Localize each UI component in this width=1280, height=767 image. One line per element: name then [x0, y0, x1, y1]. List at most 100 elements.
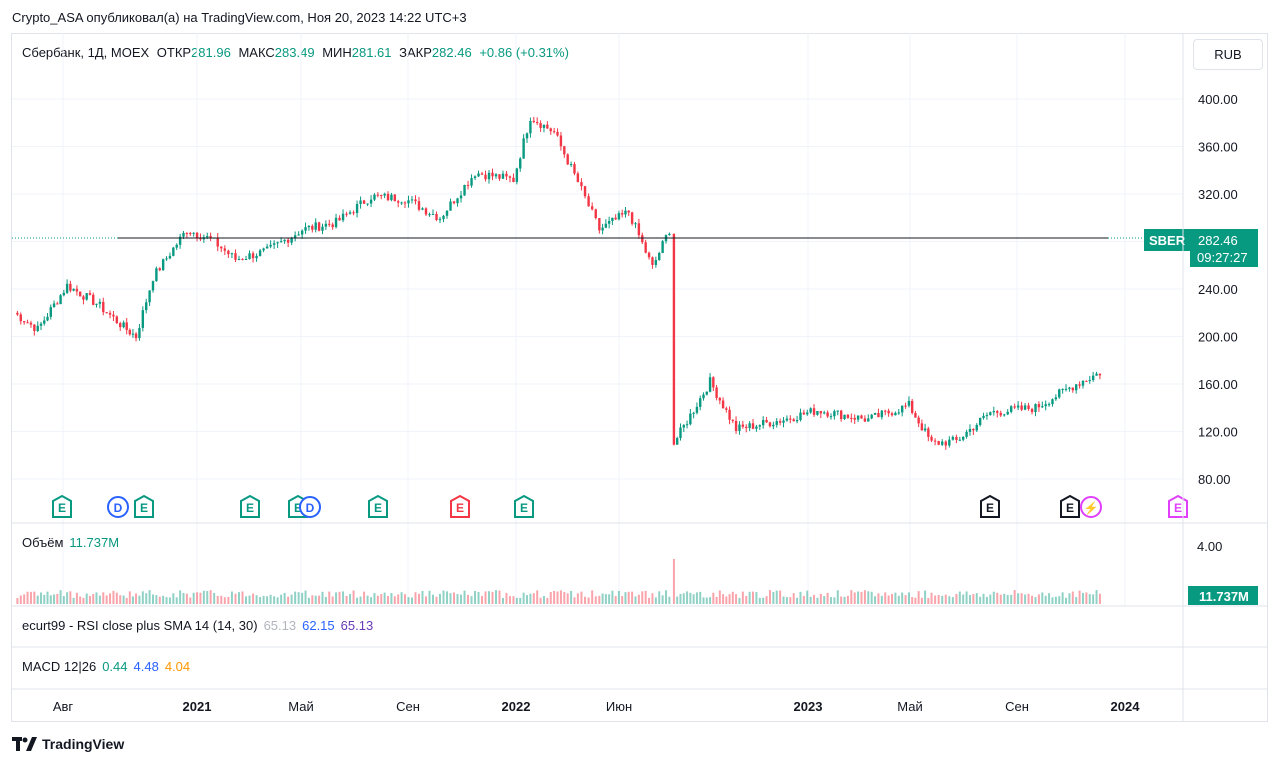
volume-bar — [168, 597, 171, 604]
currency-button[interactable]: RUB — [1193, 39, 1263, 70]
volume-bar — [911, 597, 914, 604]
volume-bar — [608, 594, 611, 604]
volume-bar — [553, 590, 556, 604]
dividend-marker-icon[interactable]: D — [107, 496, 129, 518]
candle-body — [624, 210, 627, 215]
earnings-marker-icon[interactable]: E — [52, 494, 72, 518]
volume-bar — [1017, 593, 1020, 604]
candle-body — [843, 414, 846, 420]
volume-bar — [202, 590, 205, 604]
candle-body — [244, 259, 248, 261]
close-value: 282.46 — [431, 45, 472, 60]
candle-body — [508, 176, 512, 178]
volume-bar — [283, 592, 286, 604]
candle-body — [1064, 388, 1068, 390]
candle-body — [122, 322, 125, 328]
volume-bar — [128, 591, 131, 604]
candle-body — [1078, 384, 1081, 386]
rsi-label[interactable]: ecurt99 - RSI close plus SMA 14 (14, 30) — [22, 618, 258, 633]
volume-bar — [611, 590, 614, 604]
volume-bar — [741, 591, 744, 604]
price-tick-label: 240.00 — [1198, 282, 1238, 297]
volume-bar — [823, 596, 826, 604]
candle-body — [741, 424, 745, 427]
candle-body — [46, 316, 49, 321]
candle-body — [658, 252, 661, 261]
candle-body — [904, 405, 907, 407]
candle-body — [738, 424, 741, 431]
candle-body — [279, 241, 283, 243]
dividend-marker-icon[interactable]: D — [299, 496, 321, 518]
symbol-name[interactable]: Сбербанк, 1Д, MOEX — [22, 45, 150, 60]
volume-bar — [665, 590, 668, 604]
candle-body — [620, 213, 624, 215]
volume-bar — [151, 594, 154, 604]
low-label: МИН — [322, 45, 352, 60]
candle-body — [255, 255, 258, 259]
volume-bar — [573, 597, 576, 604]
candle-body — [1037, 404, 1041, 408]
candle-body — [634, 223, 637, 225]
earnings-marker-icon[interactable]: E — [1168, 494, 1188, 518]
volume-bar — [467, 594, 470, 604]
candle-body — [532, 120, 535, 122]
earnings-marker-icon[interactable]: E — [980, 494, 1000, 518]
volume-bar — [43, 594, 46, 604]
macd-label[interactable]: MACD 12|26 — [22, 659, 97, 674]
volume-bar — [897, 595, 900, 604]
volume-bar — [809, 596, 812, 604]
volume-bar — [262, 595, 265, 604]
candle-body — [614, 217, 617, 220]
volume-bar — [985, 596, 988, 604]
candle-body — [383, 193, 386, 196]
candle-body — [519, 158, 522, 169]
volume-bar — [989, 594, 992, 604]
volume-bar — [1081, 592, 1084, 604]
candle-body — [978, 417, 982, 425]
price-axis[interactable]: 400.00360.00320.00280.00240.00200.00160.… — [1198, 92, 1238, 487]
volume-bar — [539, 597, 542, 604]
volume-bar — [715, 596, 718, 604]
candle-body — [108, 312, 112, 315]
candle-body — [195, 232, 199, 238]
candle-body — [999, 412, 1002, 416]
volume-bar — [145, 593, 148, 604]
volume-bar — [972, 594, 975, 604]
volume-bar — [213, 592, 216, 604]
volume-bar — [672, 559, 675, 604]
candle-body — [802, 412, 806, 415]
earnings-marker-icon[interactable]: E — [514, 494, 534, 518]
volume-bar — [955, 593, 958, 604]
time-tick-label: 2023 — [794, 699, 823, 714]
volume-bar — [699, 591, 702, 604]
ticker-tag: SBER — [1149, 233, 1186, 248]
candle-body — [965, 431, 968, 437]
volume-bar — [958, 591, 961, 604]
candle-body — [755, 426, 758, 429]
event-markers[interactable]: E D E E E D E E E E E ⚡ E — [52, 494, 1188, 518]
candle-body — [72, 288, 75, 291]
candle-body — [223, 248, 227, 251]
volume-bar — [237, 592, 240, 604]
volume-bar — [424, 596, 427, 604]
earnings-marker-icon[interactable]: E — [240, 494, 260, 518]
split-marker-icon[interactable]: ⚡ — [1080, 496, 1102, 518]
earnings-marker-icon[interactable]: E — [368, 494, 388, 518]
volume-bar — [366, 595, 369, 604]
candle-body — [1013, 406, 1016, 408]
candle-body — [552, 131, 556, 133]
volume-bar — [410, 597, 413, 604]
time-tick-label: Сен — [1005, 699, 1029, 714]
candle-body — [265, 246, 269, 249]
earnings-marker-icon[interactable]: E — [450, 494, 470, 518]
time-tick-label: Июн — [606, 699, 632, 714]
volume-bars — [16, 559, 1101, 604]
volume-bar — [722, 594, 725, 604]
earnings-marker-icon[interactable]: E — [134, 494, 154, 518]
volume-bar — [833, 597, 836, 604]
price-tick-label: 320.00 — [1198, 187, 1238, 202]
time-axis[interactable]: Авг 2021 Май Сен 2022 Июн 2023 Май Сен 2024 — [53, 699, 1140, 714]
candle-body — [69, 283, 72, 291]
earnings-marker-icon[interactable]: E — [1060, 494, 1080, 518]
